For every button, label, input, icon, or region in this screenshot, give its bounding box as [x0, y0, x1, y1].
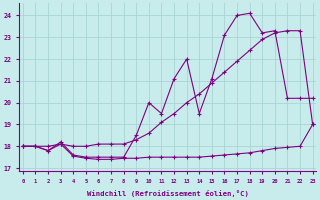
X-axis label: Windchill (Refroidissement éolien,°C): Windchill (Refroidissement éolien,°C)	[87, 190, 249, 197]
